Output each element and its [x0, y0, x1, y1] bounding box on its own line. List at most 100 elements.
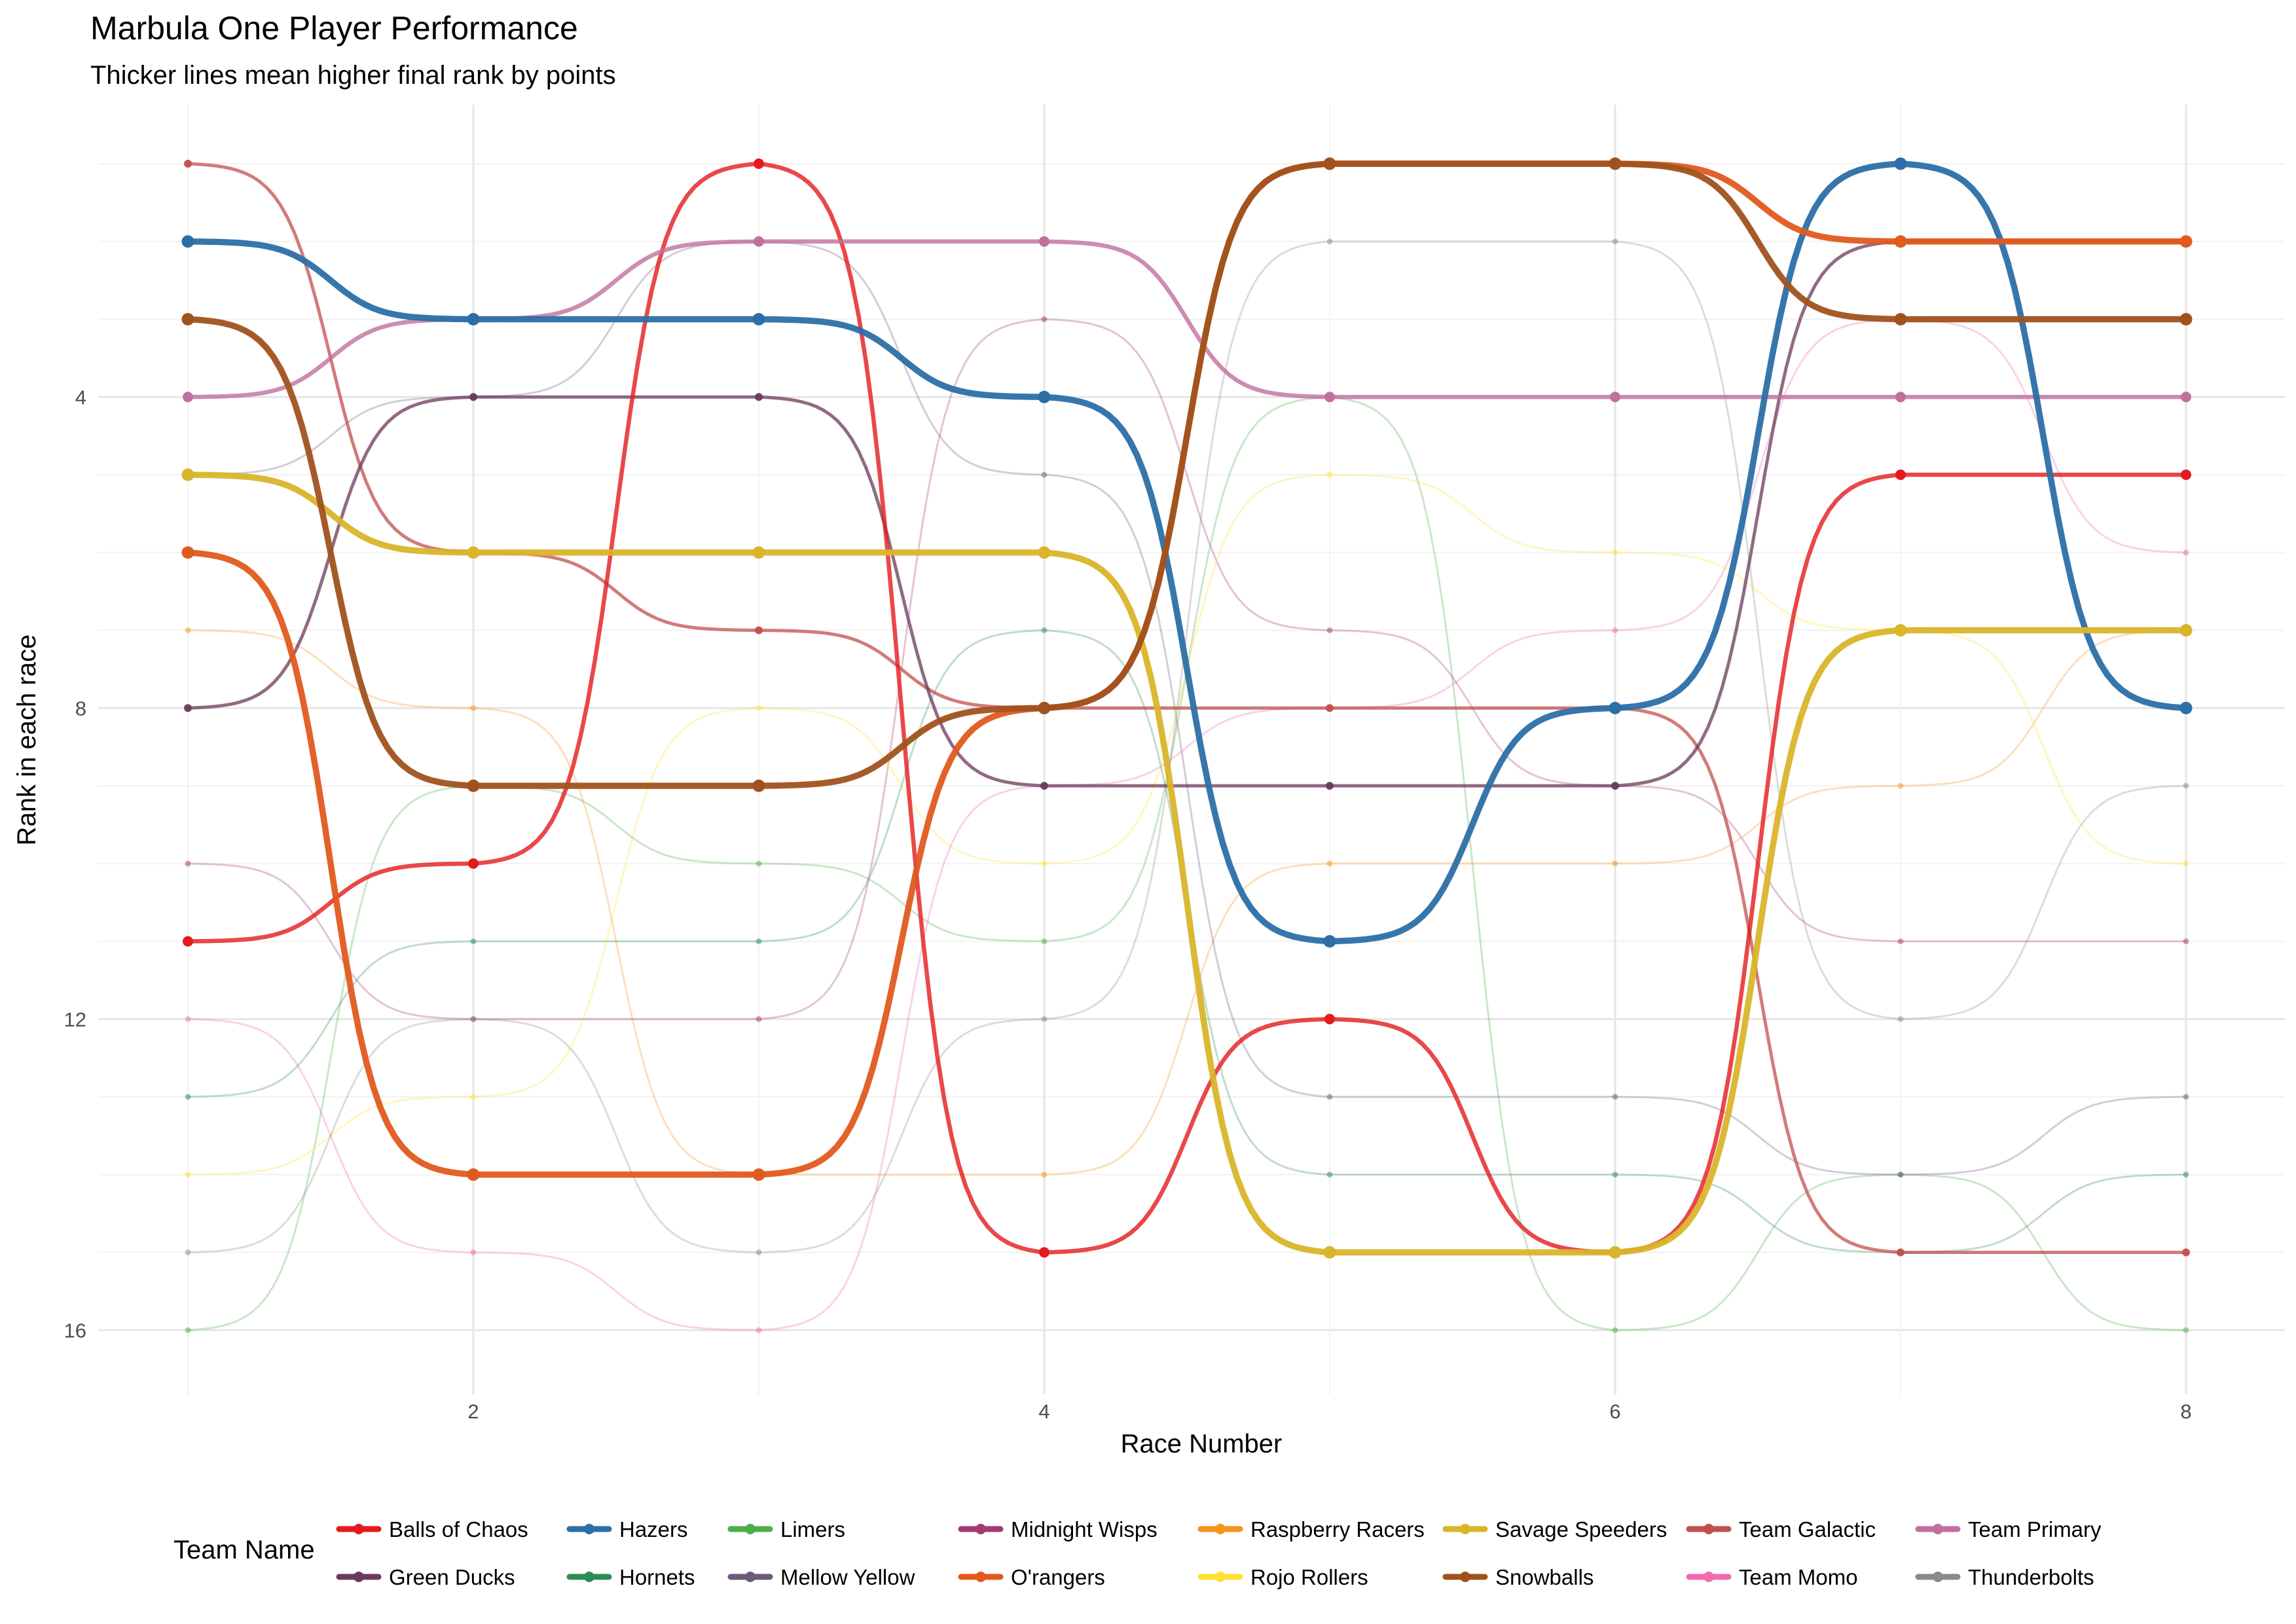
legend-item: Green Ducks [336, 1565, 515, 1589]
legend-item: Savage Speeders [1442, 1517, 1667, 1541]
point-hornets [1041, 627, 1048, 633]
legend-title: Team Name [173, 1536, 315, 1564]
legend-label: Hornets [619, 1565, 695, 1589]
point-midnight-wisps [1041, 316, 1048, 322]
legend-item: Team Momo [1686, 1565, 1858, 1589]
legend-label: Green Ducks [389, 1565, 515, 1589]
point-mellow-yellow [1041, 471, 1048, 478]
point-hornets [470, 938, 477, 944]
legend-label: Snowballs [1495, 1565, 1594, 1589]
point-o-rangers [181, 546, 194, 559]
point-team-primary [754, 236, 764, 247]
series-line-team-momo [187, 318, 2187, 1331]
point-team-primary [1324, 392, 1335, 403]
legend-item: Mellow Yellow [727, 1565, 915, 1589]
point-hazers [752, 313, 765, 325]
point-hornets [185, 1094, 191, 1100]
point-savage-speeders [181, 468, 194, 481]
point-hornets [1612, 1172, 1618, 1178]
legend-label: Team Primary [1968, 1517, 2102, 1541]
legend-key-point [1215, 1572, 1226, 1582]
point-savage-speeders [1038, 546, 1051, 559]
point-midnight-wisps [185, 860, 191, 867]
point-o-rangers [467, 1168, 480, 1181]
point-hazers [1038, 390, 1051, 403]
point-team-momo [1612, 627, 1618, 633]
legend-key-point [1460, 1524, 1470, 1534]
point-team-primary [1039, 236, 1049, 247]
point-rojo-rollers [1041, 860, 1048, 867]
point-snowballs [2179, 313, 2193, 325]
y-tick-label: 12 [64, 1008, 86, 1031]
legend-key-point [1933, 1572, 1943, 1582]
y-tick-label: 16 [64, 1319, 86, 1342]
point-team-primary [2181, 392, 2191, 403]
legend-label: Midnight Wisps [1011, 1517, 1157, 1541]
legend-key-point [1215, 1524, 1226, 1534]
x-tick-label: 6 [1609, 1400, 1620, 1423]
point-team-galactic [184, 160, 192, 168]
point-midnight-wisps [756, 1016, 762, 1022]
point-thunderbolts [1897, 1016, 1904, 1022]
point-raspberry-racers [1041, 1172, 1048, 1178]
legend-key-point [975, 1572, 986, 1582]
point-mellow-yellow [1326, 1094, 1333, 1100]
point-hornets [1326, 1172, 1333, 1178]
point-green-ducks [755, 393, 763, 401]
point-raspberry-racers [1612, 860, 1618, 867]
legend-item: Raspberry Racers [1197, 1517, 1425, 1541]
point-team-momo [185, 1016, 191, 1022]
point-raspberry-racers [1897, 783, 1904, 789]
point-team-galactic [1897, 1248, 1904, 1257]
y-tick-label: 8 [75, 697, 86, 720]
point-balls-of-chaos [1324, 1014, 1335, 1025]
legend-item: Limers [727, 1517, 845, 1541]
point-snowballs [1894, 313, 1907, 325]
series-lines [185, 160, 2189, 1331]
legend-label: Mellow Yellow [780, 1565, 915, 1589]
series-points [181, 157, 2193, 1333]
point-green-ducks [469, 393, 477, 401]
point-limers [185, 1327, 191, 1333]
series-line-snowballs [185, 160, 2189, 789]
point-o-rangers [1894, 235, 1907, 248]
point-team-momo [470, 1249, 477, 1255]
point-snowballs [181, 313, 194, 325]
point-rojo-rollers [185, 1172, 191, 1178]
legend-item: Team Galactic [1686, 1517, 1876, 1541]
grid [98, 105, 2285, 1395]
series-line-savage-speeders [185, 471, 2189, 1256]
series-line-green-ducks [186, 240, 2188, 788]
point-snowballs [467, 779, 480, 792]
legend-key-point [1933, 1524, 1943, 1534]
point-rojo-rollers [1326, 471, 1333, 478]
legend-item: Balls of Chaos [336, 1517, 528, 1541]
point-thunderbolts [2183, 783, 2189, 789]
point-mellow-yellow [2183, 1094, 2189, 1100]
point-rojo-rollers [2183, 860, 2189, 867]
point-balls-of-chaos [183, 936, 193, 947]
point-team-galactic [2182, 1248, 2190, 1257]
point-hazers [1894, 157, 1907, 170]
point-hazers [181, 235, 194, 248]
legend-key-point [745, 1572, 756, 1582]
point-limers [1041, 938, 1048, 944]
legend-item: Midnight Wisps [958, 1517, 1157, 1541]
point-green-ducks [1326, 782, 1334, 790]
legend-label: Hazers [619, 1517, 688, 1541]
point-team-galactic [1326, 704, 1334, 712]
point-team-primary [1610, 392, 1620, 403]
point-balls-of-chaos [1895, 470, 1906, 480]
point-thunderbolts [185, 1249, 191, 1255]
point-snowballs [1323, 157, 1336, 170]
point-team-momo [2183, 549, 2189, 556]
point-midnight-wisps [1326, 627, 1333, 633]
legend-key-point [1704, 1572, 1714, 1582]
legend-label: Balls of Chaos [389, 1517, 528, 1541]
y-tick-label: 4 [75, 386, 86, 409]
legend-label: Savage Speeders [1495, 1517, 1667, 1541]
legend-key-point [975, 1524, 986, 1534]
legend-label: Team Momo [1739, 1565, 1858, 1589]
point-hornets [2183, 1172, 2189, 1178]
series-line-rojo-rollers [187, 473, 2187, 1176]
